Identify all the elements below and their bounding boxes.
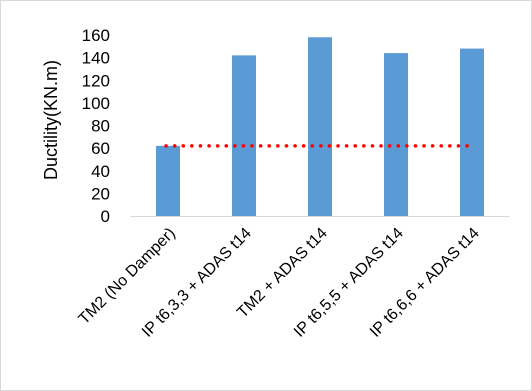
bar: [384, 53, 408, 216]
bar: [460, 48, 484, 217]
y-tick-label: 20: [91, 184, 110, 203]
y-tick-label: 40: [91, 162, 110, 181]
bars: [156, 37, 484, 217]
y-tick-label: 160: [82, 26, 110, 45]
bar: [308, 37, 332, 217]
bar: [156, 145, 180, 216]
bar: [232, 55, 256, 216]
y-axis-label: Ductility(KN.m): [41, 60, 61, 180]
y-tick-label: 0: [101, 207, 110, 226]
y-tick-label: 100: [82, 94, 110, 113]
y-tick-label: 60: [91, 139, 110, 158]
y-tick-label: 120: [82, 71, 110, 90]
y-tick-label: 140: [82, 49, 110, 68]
y-tick-label: 80: [91, 117, 110, 136]
y-axis-ticks: 0 20 40 60 80 100 120 140 160: [82, 26, 110, 226]
